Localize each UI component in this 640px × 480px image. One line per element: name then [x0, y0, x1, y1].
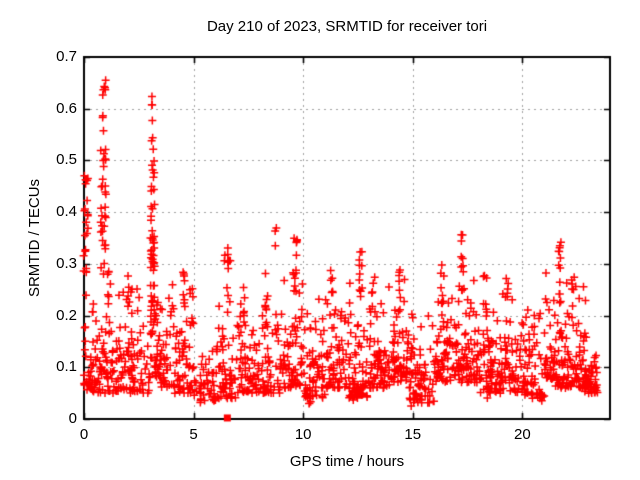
y-tick-label: 0.7 — [56, 48, 77, 65]
y-tick-label: 0.5 — [56, 151, 77, 169]
x-tick-label: 5 — [189, 426, 198, 443]
y-axis-label: SRMTID / TECUs — [26, 178, 43, 298]
y-tick-label: 0.4 — [56, 203, 77, 221]
y-tick-label: 0.2 — [56, 306, 77, 324]
chart-title: Day 210 of 2023, SRMTID for receiver tor… — [206, 18, 488, 35]
x-tick-label: 10 — [294, 426, 312, 443]
x-tick-label: 15 — [404, 426, 422, 443]
y-tick-label: 0 — [68, 410, 77, 427]
y-tick-label: 0.1 — [56, 358, 77, 376]
y-tick-label: 0.6 — [56, 99, 77, 117]
y-tick-label: 0.3 — [56, 254, 77, 272]
x-tick-label: 20 — [513, 426, 531, 443]
x-axis-label: GPS time / hours — [289, 453, 405, 470]
x-tick-label: 0 — [79, 426, 89, 443]
